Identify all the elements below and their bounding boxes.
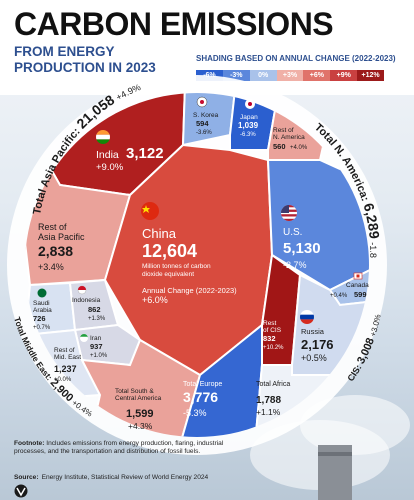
page-subtitle: FROM ENERGY PRODUCTION IN 2023 (14, 44, 156, 75)
china-unit-line: Million tonnes of carbon (142, 263, 211, 270)
canada-name: Canada (346, 282, 369, 289)
rest-asia-name-line: Asia Pacific (38, 232, 85, 242)
africa-change: +1.1% (256, 407, 281, 417)
saudi-name: Saudi Arabia (33, 300, 52, 314)
rest-na-name-line: N. America (273, 134, 305, 141)
saudi-value: 726 (33, 314, 46, 323)
china-name: China (142, 226, 177, 241)
china-change-label: Annual Change (2022-2023) (142, 286, 237, 295)
color-scale-step: +9% (330, 70, 358, 81)
south-america-name: Total South & Central America (115, 388, 162, 402)
rest-me-change: +0.0% (54, 377, 72, 383)
europe-change: -5.3% (183, 408, 207, 418)
india-change: +9.0% (96, 162, 124, 173)
china-change: +6.0% (142, 295, 168, 305)
japan-value: 1,039 (238, 121, 259, 130)
south-america-value: 1,599 (126, 408, 154, 420)
iran-change: +1.0% (90, 353, 108, 359)
rest-me-name-line: Rest of (54, 347, 75, 354)
saudi-change: +0.7% (33, 325, 51, 331)
south-america-change: +4.3% (128, 421, 153, 431)
publisher-logo-icon (14, 484, 28, 498)
japan-flag-center (248, 102, 252, 106)
rest-na-change: +4.0% (290, 145, 308, 151)
rest-cis-name-line: Rest (263, 320, 277, 327)
russia-name: Russia (301, 327, 325, 336)
iran-value: 937 (90, 342, 103, 351)
color-scale-step: 0% (249, 70, 277, 81)
footnote: Footnote: Includes emissions from energy… (14, 440, 224, 456)
india-value: 3,122 (126, 145, 164, 162)
color-scale-step: -3% (222, 70, 250, 81)
rest-cis-name: Rest of CIS (263, 320, 282, 334)
source-line: Source: Energy Institute, Statistical Re… (14, 474, 314, 482)
south-america-name-line: Total South & (115, 388, 154, 395)
russia-value: 2,176 (301, 337, 334, 352)
rest-me-value: 1,237 (54, 364, 77, 374)
china-unit: Million tonnes of carbon dioxide equival… (142, 263, 212, 278)
japan-change: -6.3% (240, 132, 256, 138)
iran-flag-top (80, 334, 88, 338)
south-korea-name: S. Korea (193, 112, 219, 119)
south-korea-change: -3.6% (196, 130, 212, 136)
india-name: India (96, 149, 119, 161)
rest-me-name: Rest of Mid. East (54, 347, 81, 361)
us-flag-icon (281, 205, 297, 221)
china-flag-icon (141, 202, 159, 220)
color-scale-title: SHADING BASED ON ANNUAL CHANGE (2022-202… (196, 54, 396, 63)
canada-change: +0.4% (330, 293, 348, 299)
china-value: 12,604 (142, 241, 197, 261)
japan-name: Japan (240, 114, 258, 121)
rest-na-name: Rest of N. America (273, 127, 305, 141)
color-scale-step: +3% (276, 70, 304, 81)
africa-name: Total Africa (256, 381, 290, 388)
rest-na-name-line: Rest of (273, 127, 294, 134)
page-title: CARBON EMISSIONS (14, 6, 334, 42)
south-america-name-line: Central America (115, 395, 162, 402)
south-korea-value: 594 (196, 119, 209, 128)
rest-na-value: 560 (273, 142, 286, 151)
rest-asia-change: +3.4% (38, 262, 64, 272)
rest-cis-value: 832 (263, 334, 276, 343)
europe-value: 3,776 (183, 389, 218, 405)
indonesia-change: +1.3% (88, 316, 106, 322)
rest-cis-change: +10.2% (263, 345, 284, 351)
us-name: U.S. (283, 227, 302, 238)
rest-asia-value: 2,838 (38, 243, 73, 259)
russia-flag-icon (300, 310, 314, 324)
south-korea-flag-center (200, 100, 204, 104)
us-change: -2.7% (283, 260, 307, 270)
rest-cis-name-line: of CIS (263, 327, 282, 334)
africa-value: 1,788 (256, 395, 281, 406)
footnote-label: Footnote: (14, 440, 45, 447)
footnote-text: Includes emissions from energy productio… (14, 440, 224, 455)
canada-value: 599 (354, 290, 367, 299)
color-scale-step: +12% (357, 70, 385, 81)
source-text: Energy Institute, Statistical Review of … (41, 474, 209, 481)
canada-flag-leaf (356, 274, 360, 278)
russia-change: +0.5% (301, 353, 327, 363)
chimney-band (318, 452, 352, 456)
indonesia-value: 862 (88, 305, 101, 314)
indonesia-flag-top (78, 286, 86, 290)
us-value: 5,130 (283, 240, 321, 257)
saudi-name-line: Saudi (33, 300, 50, 307)
saudi-flag-icon (37, 288, 47, 298)
indonesia-name: Indonesia (72, 297, 101, 304)
europe-name: Total Europe (183, 381, 222, 388)
rest-me-name-line: Mid. East (54, 354, 81, 361)
saudi-name-line: Arabia (33, 307, 52, 314)
india-flag-icon (96, 130, 110, 144)
iran-name: Iran (90, 335, 102, 342)
region-na-value: 6,289 (360, 201, 382, 239)
color-scale-step: +6% (303, 70, 331, 81)
source-label: Source: (14, 474, 39, 481)
rest-asia-name-line: Rest of (38, 222, 67, 232)
rest-asia-name: Rest of Asia Pacific (38, 222, 85, 242)
china-unit-line: dioxide equivalent (142, 271, 194, 278)
